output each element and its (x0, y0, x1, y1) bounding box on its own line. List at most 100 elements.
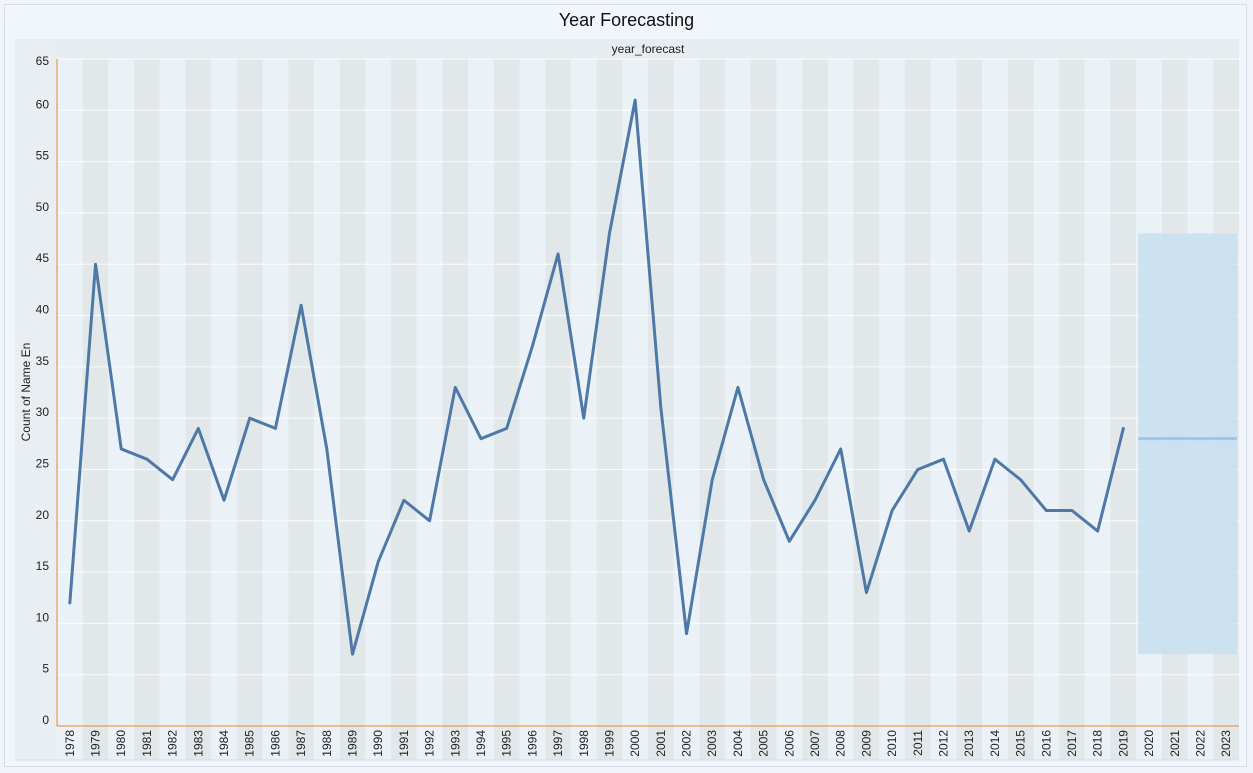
column-band (904, 59, 931, 760)
column-band (519, 59, 546, 760)
y-tick-label: 0 (42, 713, 49, 727)
column-band (725, 59, 751, 760)
column-band (853, 59, 880, 760)
x-tick-label: 2006 (782, 730, 796, 757)
data-point (376, 560, 380, 564)
data-point (839, 447, 842, 451)
x-tick-label: 2009 (859, 730, 873, 757)
column-band (82, 59, 109, 760)
x-tick-label: 1998 (577, 730, 591, 757)
column-band (776, 59, 803, 760)
column-band (879, 59, 905, 760)
x-tick-labels: 1978 1979 1980 1981 1982 1983 1984 1985 1986 1987… (63, 730, 1233, 757)
x-tick-label: 2020 (1142, 730, 1156, 757)
column-band (930, 59, 957, 760)
x-tick-label: 2015 (1014, 730, 1028, 757)
data-point (299, 304, 303, 307)
y-axis-label: Count of Name En (19, 343, 33, 442)
data-point (1096, 529, 1099, 533)
column-band (185, 59, 212, 760)
left-gutter (15, 39, 57, 760)
x-tick-label: 2016 (1039, 730, 1053, 757)
column-band (442, 59, 469, 760)
x-tick-label: 1989 (346, 730, 360, 757)
data-point (556, 252, 560, 256)
x-tick-label: 1983 (191, 730, 205, 757)
column-band (313, 59, 340, 760)
column-band (956, 59, 983, 760)
data-point (325, 447, 329, 451)
x-tick-label: 1990 (371, 730, 385, 757)
x-tick-label: 2001 (654, 730, 668, 757)
data-point (865, 591, 868, 594)
x-tick-label: 1993 (448, 730, 462, 757)
column-band (288, 59, 314, 760)
data-point (120, 447, 123, 451)
x-tick-label: 2010 (885, 730, 899, 757)
x-tick-label: 2011 (911, 730, 925, 756)
facet-label: year_forecast (612, 42, 685, 56)
y-tick-label: 10 (36, 610, 50, 624)
data-point (351, 652, 354, 656)
x-tick-label: 2004 (731, 730, 745, 757)
forecast-layer (1138, 233, 1237, 655)
y-tick-label: 45 (36, 251, 50, 265)
column-band (596, 59, 623, 760)
data-point (248, 416, 251, 420)
column-band (108, 59, 135, 760)
x-tick-label: 2017 (1065, 730, 1079, 757)
x-tick-label: 1992 (423, 730, 437, 757)
x-tick-label: 1997 (551, 730, 565, 757)
facet-header (57, 39, 1239, 59)
column-band (1084, 59, 1111, 760)
column-band (1007, 59, 1034, 760)
data-point (890, 509, 894, 512)
y-tick-label: 25 (36, 456, 50, 470)
column-band (982, 59, 1008, 760)
data-point (94, 263, 97, 266)
data-point (788, 540, 791, 543)
x-tick-label: 2021 (1168, 730, 1182, 757)
y-tick-label: 5 (42, 662, 49, 676)
column-band (545, 59, 571, 760)
column-band (1033, 59, 1060, 760)
chart-title: Year Forecasting (558, 10, 695, 30)
x-tick-label: 2002 (680, 730, 694, 757)
column-band (622, 59, 648, 760)
x-tick-label: 2000 (628, 730, 642, 757)
column-band (416, 59, 443, 760)
data-point (505, 427, 508, 430)
column-band (262, 59, 289, 760)
data-point (145, 458, 149, 461)
data-point (531, 345, 534, 348)
x-tick-label: 2019 (1116, 730, 1130, 757)
data-point (608, 232, 611, 235)
x-tick-label: 2023 (1219, 730, 1233, 757)
data-point (197, 427, 200, 430)
data-point (711, 478, 714, 481)
data-point (967, 529, 971, 533)
column-band (468, 59, 494, 760)
column-band (750, 59, 777, 760)
x-tick-label: 1987 (294, 730, 308, 757)
x-tick-label: 1982 (166, 730, 180, 757)
x-tick-label: 2008 (834, 730, 848, 757)
x-tick-label: 1981 (140, 730, 154, 757)
y-tick-label: 15 (36, 559, 50, 573)
data-point (479, 437, 483, 440)
series-line (68, 98, 1125, 656)
data-point (428, 519, 431, 522)
y-tick-label: 30 (36, 405, 50, 419)
data-point (222, 499, 226, 502)
x-tick-label: 1980 (114, 730, 128, 757)
x-tick-label: 1979 (89, 730, 103, 757)
column-band (493, 59, 520, 760)
data-point (1122, 427, 1125, 430)
x-tick-label: 1986 (268, 730, 282, 757)
y-tick-label: 60 (36, 97, 50, 111)
data-point (736, 386, 740, 389)
x-tick-label: 1984 (217, 730, 231, 757)
y-tick-label: 55 (36, 149, 50, 163)
x-tick-label: 1994 (474, 730, 488, 757)
